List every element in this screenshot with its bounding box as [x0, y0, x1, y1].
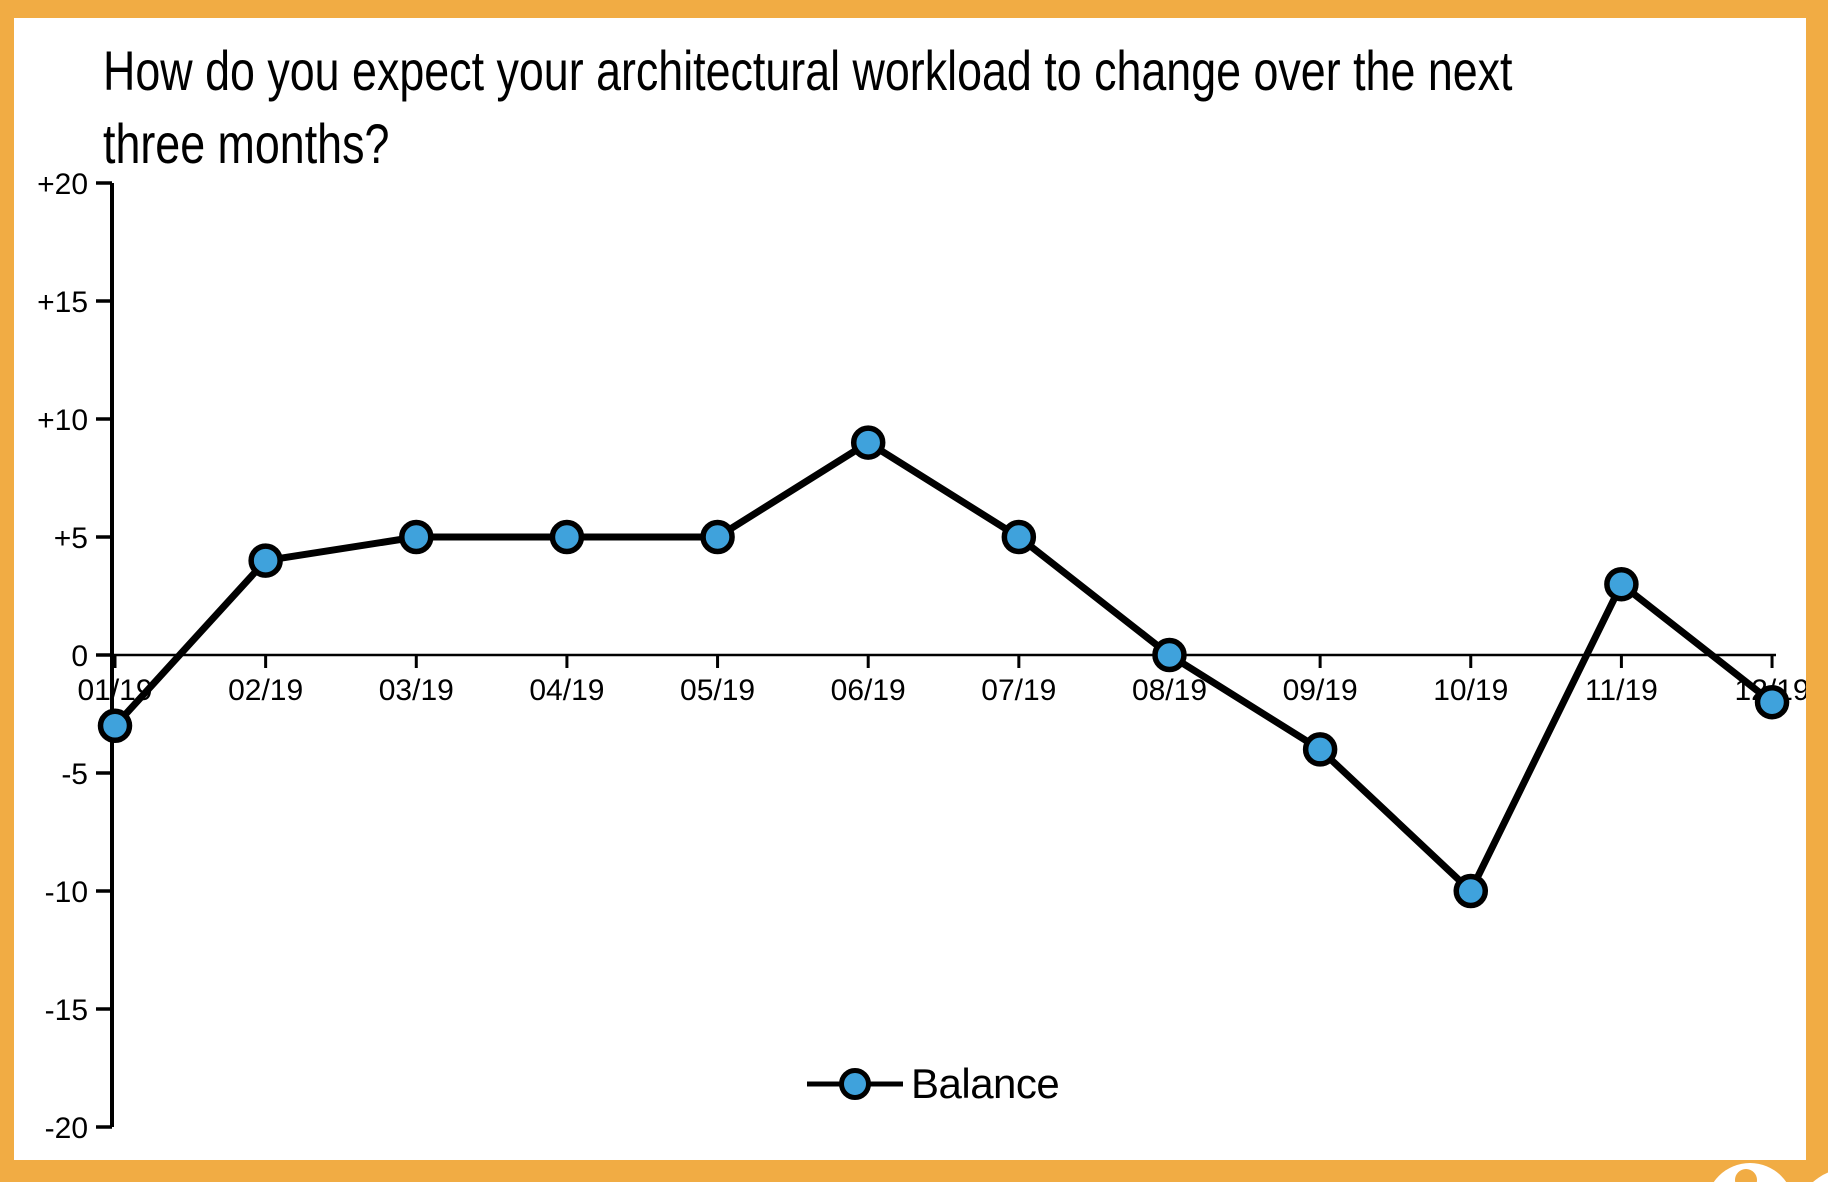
x-axis-tick-label: 05/19	[680, 674, 755, 707]
data-point-06/19	[850, 425, 886, 460]
data-point-10/19	[1453, 873, 1489, 909]
chart-title-line2: three months?	[103, 112, 390, 175]
x-axis-tick-label: 02/19	[228, 674, 303, 707]
legend-label: Balance	[911, 1060, 1060, 1107]
y-axis-tick-label: +10	[37, 404, 88, 437]
data-point-11/19	[1604, 566, 1639, 602]
frame-border-bottom	[0, 1160, 1828, 1182]
y-axis-tick-label: 0	[71, 640, 88, 673]
frame-border-right	[1806, 0, 1828, 1182]
y-axis-tick-label: -20	[45, 1112, 88, 1145]
legend: Balance	[805, 1056, 1060, 1112]
x-axis-tick-label: 11/19	[1585, 674, 1658, 707]
x-axis-tick-label: 06/19	[831, 674, 906, 707]
data-point-05/19	[700, 519, 735, 555]
x-axis-tick-label: 10/19	[1433, 674, 1508, 707]
x-axis-tick-label: 04/19	[529, 674, 604, 707]
y-axis-tick-label: +20	[37, 168, 88, 201]
data-point-03/19	[399, 519, 434, 555]
chart-title-line1: How do you expect your architectural wor…	[103, 39, 1513, 102]
y-axis-tick-label: +5	[54, 522, 88, 555]
x-axis-tick-label: 08/19	[1132, 674, 1207, 707]
y-axis-tick-label: -10	[45, 876, 88, 909]
data-point-04/19	[549, 519, 585, 555]
balance-line	[111, 439, 1776, 895]
data-point-02/19	[248, 543, 283, 578]
frame-border-top	[0, 0, 1828, 18]
data-point-07/19	[1001, 519, 1037, 555]
y-axis-tick-label: -5	[61, 758, 88, 791]
x-axis-tick-label: 09/19	[1283, 674, 1358, 707]
x-axis-tick-label: 07/19	[981, 674, 1056, 707]
data-point-09/19	[1302, 732, 1338, 767]
data-point-01/19	[97, 708, 133, 744]
y-axis-tick-label: +15	[37, 286, 88, 319]
chart-title: How do you expect your architectural wor…	[103, 34, 1513, 180]
logo-dot	[1735, 1169, 1757, 1182]
data-point-08/19	[1152, 637, 1187, 673]
y-axis-tick-label: -15	[45, 994, 88, 1027]
frame-border-left	[0, 0, 14, 1182]
legend-marker-icon	[807, 1068, 903, 1100]
data-point-12/19	[1754, 684, 1790, 720]
x-axis-tick-label: 03/19	[379, 674, 454, 707]
